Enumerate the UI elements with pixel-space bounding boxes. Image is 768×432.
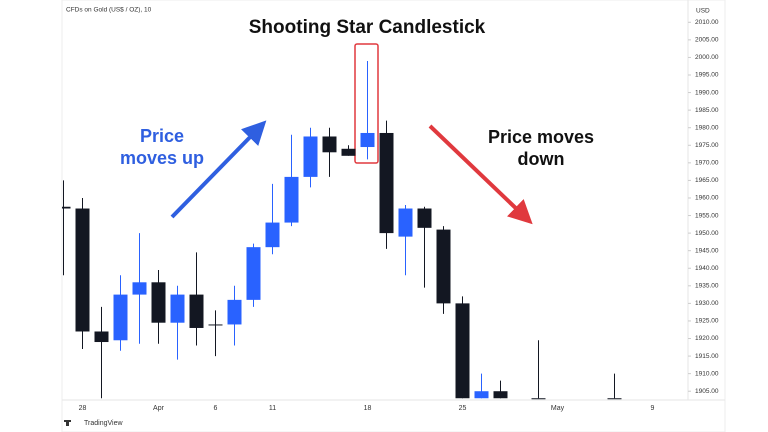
up-arrow [170,120,267,219]
axis-unit: USD [696,8,710,15]
highlight-box [354,43,379,164]
candle-body [607,398,622,400]
annotation: Price moves [488,127,594,147]
y-tick-label: 1995.00 [695,72,719,79]
logo: TradingView [84,420,123,427]
y-tick-label: 1940.00 [695,265,719,272]
chart-title: Shooting Star Candlestick [249,17,486,38]
y-tick-label: 1945.00 [695,247,719,254]
candle-body [94,331,109,343]
annotation: moves up [120,148,204,168]
y-tick-label: 1975.00 [695,142,719,149]
candle-body [208,324,223,326]
candle-body [246,247,261,300]
y-tick-label: 1930.00 [695,300,719,307]
y-tick-label: 1990.00 [695,89,719,96]
candle-body [322,136,337,153]
candle-body [398,208,413,237]
y-tick-label: 1955.00 [695,212,719,219]
candle-body [531,398,546,400]
candle-body [436,229,451,304]
x-tick-label: Apr [153,405,165,412]
annotation: Price [140,126,184,146]
y-tick-label: 2010.00 [695,19,719,26]
y-tick-label: 1905.00 [695,388,719,395]
candle-body [62,206,71,209]
candle-body [360,132,375,148]
y-tick-label: 1970.00 [695,160,719,167]
x-tick-label: May [551,405,565,412]
x-tick-label: 9 [651,405,655,412]
x-tick-label: 25 [459,405,467,412]
y-tick-label: 1925.00 [695,318,719,325]
y-tick-label: 1920.00 [695,335,719,342]
candle-body [493,391,508,399]
candle-body [113,294,128,341]
y-tick-label: 2005.00 [695,37,719,44]
y-tick-label: 1985.00 [695,107,719,114]
logo-icon [64,420,71,426]
x-tick-label: 28 [79,405,87,412]
y-tick-label: 2000.00 [695,54,719,61]
candle-body [474,391,489,399]
symbol-header: CFDs on Gold (US$ / OZ), 10 [66,7,152,14]
candle-body [189,294,204,328]
candle-body [455,303,470,399]
y-tick-label: 1965.00 [695,177,719,184]
candle-body [227,299,242,325]
candle-body [303,136,318,177]
candle-body [379,132,394,234]
down-arrow [428,124,533,225]
y-tick-label: 1915.00 [695,353,719,360]
candle-body [132,282,147,295]
y-tick-label: 1935.00 [695,283,719,290]
x-tick-label: 6 [214,405,218,412]
candle-body [151,282,166,323]
candle-body [75,208,90,332]
candle-body [170,294,185,323]
candle-body [265,222,280,248]
plot [62,60,622,400]
annotation: down [518,149,565,169]
y-tick-label: 1960.00 [695,195,719,202]
candle-body [341,148,356,156]
y-tick-label: 1980.00 [695,124,719,131]
candle-body [284,176,299,223]
y-tick-label: 1950.00 [695,230,719,237]
y-tick-label: 1910.00 [695,370,719,377]
x-tick-label: 11 [269,405,276,412]
x-tick-label: 18 [364,405,372,412]
candle-body [417,208,432,228]
